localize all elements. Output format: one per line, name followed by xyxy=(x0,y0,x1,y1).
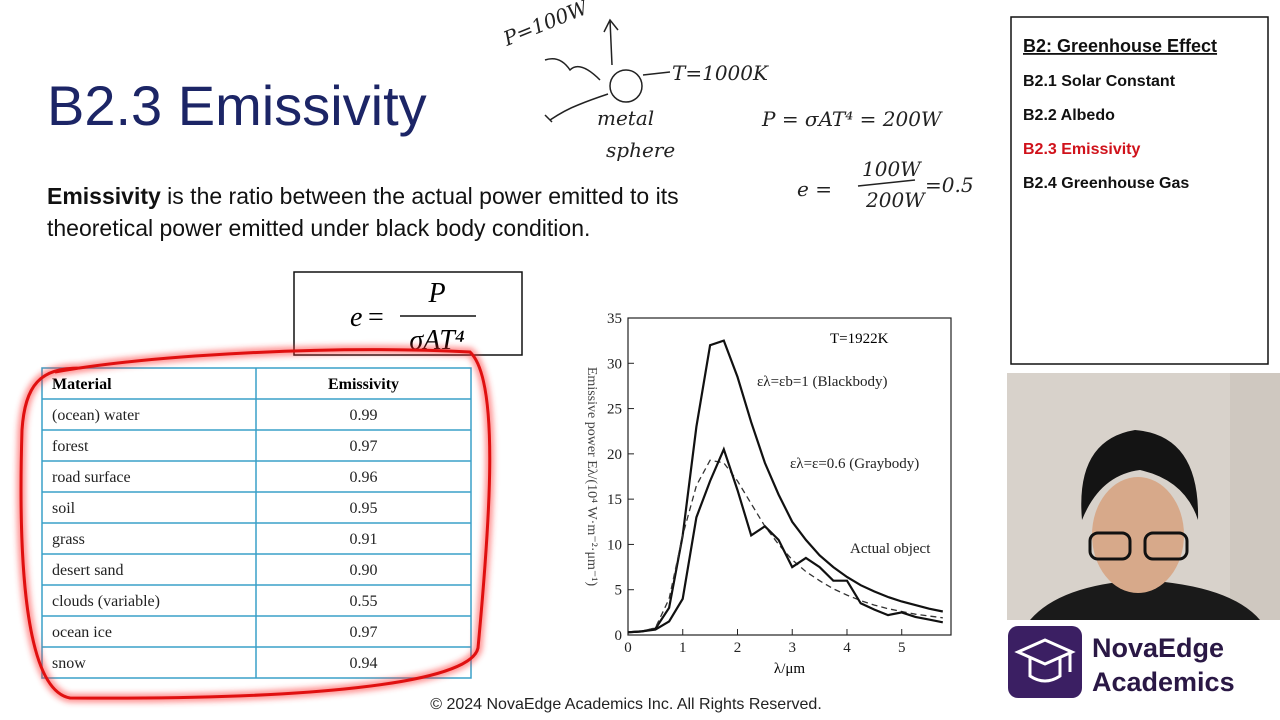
footer: © 2024 NovaEdge Academics Inc. All Right… xyxy=(430,696,822,713)
logo-icon xyxy=(1008,626,1082,698)
person-shirt xyxy=(1030,580,1260,620)
series-label: Actual object xyxy=(850,541,931,557)
sidebar-item: B2.3 Emissivity xyxy=(1023,141,1141,158)
x-tick-label: 2 xyxy=(734,640,742,656)
definition-term: Emissivity xyxy=(47,183,161,209)
x-tick-label: 1 xyxy=(679,640,687,656)
table-cell-value: 0.55 xyxy=(350,593,378,610)
x-tick-label: 3 xyxy=(788,640,796,656)
table-cell-value: 0.96 xyxy=(350,469,378,486)
definition-text: theoretical power emitted under black bo… xyxy=(47,215,590,241)
x-tick-label: 0 xyxy=(624,640,632,656)
y-tick-label: 15 xyxy=(607,492,622,508)
sidebar-item: B2.1 Solar Constant xyxy=(1023,73,1176,90)
y-tick-label: 30 xyxy=(607,356,622,372)
slide-title: B2.3 Emissivity xyxy=(47,74,427,137)
series-label: ελ=εb=1 (Blackbody) xyxy=(757,374,888,390)
sidebar-heading: B2: Greenhouse Effect xyxy=(1023,36,1217,56)
note: 200W xyxy=(865,188,926,212)
series-line xyxy=(627,459,943,633)
definition-text: is the ratio between the actual power em… xyxy=(161,183,679,209)
table-cell-value: 0.90 xyxy=(350,562,378,579)
emission-chart: 0 5 10 15 20 25 30 35 0 1 2 3 4 5 λ/μm Emissive power E… xyxy=(584,311,952,677)
table-cell-material: (ocean) water xyxy=(52,407,140,424)
y-axis-label: Emissive power Eλ/(10⁴ W·m⁻²·μm⁻¹) xyxy=(584,367,599,587)
y-tick-label: 20 xyxy=(607,447,622,463)
note: e = xyxy=(797,177,832,201)
note: P = σAT⁴ = 200W xyxy=(761,107,943,131)
sidebar-item: B2.4 Greenhouse Gas xyxy=(1023,175,1189,192)
chart-annotation: T=1922K xyxy=(830,331,889,347)
table-cell-material: snow xyxy=(52,655,86,672)
x-tick-label: 4 xyxy=(843,640,851,656)
sidebar-box xyxy=(1010,16,1269,365)
table-cell-value: 0.91 xyxy=(350,531,378,548)
note: 100W xyxy=(862,157,922,181)
table-cell-value: 0.97 xyxy=(350,624,378,641)
table-cell-material: soil xyxy=(52,500,76,517)
webcam-wall xyxy=(1230,373,1280,620)
formula-numerator: P xyxy=(427,278,445,309)
glasses xyxy=(1088,531,1132,561)
series-line xyxy=(627,446,944,634)
table-header: Material xyxy=(52,376,112,393)
table-cell-value: 0.99 xyxy=(350,407,378,424)
formula-equals: = xyxy=(368,302,384,333)
sketch-arrows xyxy=(544,18,671,123)
table-cell-material: desert sand xyxy=(52,562,124,579)
table-cell-material: ocean ice xyxy=(52,624,112,641)
y-tick-label: 0 xyxy=(615,628,623,644)
table-cell-material: grass xyxy=(52,531,85,548)
handwritten-notes: P=100W T=1000K metal sphere P = σAT⁴ = 2… xyxy=(499,0,974,212)
logo-text: NovaEdge xyxy=(1092,633,1224,663)
series-label: ελ=ε=0.6 (Graybody) xyxy=(790,456,919,472)
sketch-fraction xyxy=(857,179,916,187)
table-cell-value: 0.94 xyxy=(350,655,378,672)
person-face xyxy=(1092,477,1184,593)
table-header: Emissivity xyxy=(328,376,399,393)
table-cell-material: forest xyxy=(52,438,89,455)
table-cell-material: road surface xyxy=(52,469,131,486)
y-tick-label: 35 xyxy=(607,311,622,327)
sidebar-item: B2.2 Albedo xyxy=(1023,107,1115,124)
highlight-loop xyxy=(19,348,492,700)
formula-lhs: e xyxy=(350,302,362,333)
note: metal xyxy=(597,106,654,130)
table-cell-value: 0.97 xyxy=(350,438,378,455)
plot-frame xyxy=(627,317,952,636)
definition: Emissivity is the ratio between the actu… xyxy=(47,183,679,209)
note: T=1000K xyxy=(672,61,769,85)
person-hair xyxy=(1081,430,1199,520)
formula-box xyxy=(293,271,523,356)
table-cell-material: clouds (variable) xyxy=(52,593,160,610)
table-cell-value: 0.95 xyxy=(350,500,378,517)
note: sphere xyxy=(606,138,675,162)
y-tick-label: 25 xyxy=(607,402,622,418)
emissivity-table: Material Emissivity (ocean) water 0.99 fores… xyxy=(41,367,472,679)
webcam xyxy=(1007,373,1280,620)
y-tick-label: 5 xyxy=(615,583,623,599)
sidebar-list: B2.1 Solar Constant B2.2 Albedo B2.3 Emiss… xyxy=(1023,73,1189,192)
note: =0.5 xyxy=(925,173,974,197)
logo-text: Academics xyxy=(1092,667,1235,697)
logo-cap xyxy=(1014,638,1076,683)
y-tick-label: 10 xyxy=(607,537,622,553)
sketch-sphere xyxy=(609,69,643,103)
x-axis-label: λ/μm xyxy=(774,661,805,677)
glasses xyxy=(1143,531,1189,561)
x-tick-label: 5 xyxy=(898,640,906,656)
